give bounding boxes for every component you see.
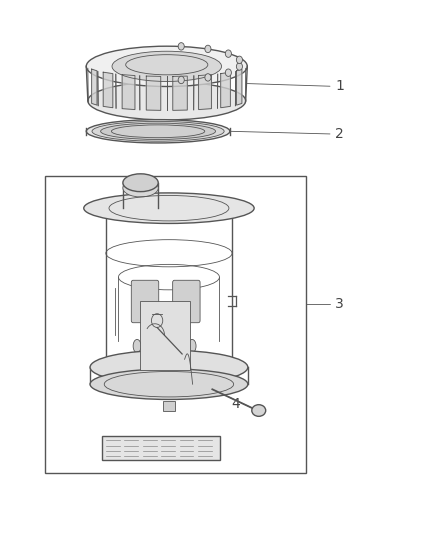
Ellipse shape — [112, 51, 222, 82]
Polygon shape — [173, 76, 187, 110]
Circle shape — [237, 63, 243, 70]
Circle shape — [225, 69, 231, 76]
Polygon shape — [122, 75, 135, 110]
Circle shape — [178, 76, 184, 84]
Text: 3: 3 — [335, 297, 344, 311]
Circle shape — [178, 43, 184, 50]
Circle shape — [205, 45, 211, 53]
Text: 4: 4 — [231, 398, 240, 411]
Ellipse shape — [252, 405, 266, 416]
Polygon shape — [237, 69, 242, 105]
Ellipse shape — [90, 369, 248, 399]
Bar — [45, 176, 306, 473]
Ellipse shape — [111, 125, 205, 138]
Circle shape — [237, 56, 243, 63]
Bar — [102, 436, 220, 460]
Ellipse shape — [188, 340, 196, 353]
Circle shape — [225, 50, 231, 58]
Bar — [140, 301, 190, 370]
Polygon shape — [146, 76, 161, 110]
FancyBboxPatch shape — [173, 280, 200, 322]
Ellipse shape — [106, 350, 232, 384]
Ellipse shape — [84, 193, 254, 223]
Ellipse shape — [86, 119, 230, 143]
Ellipse shape — [90, 350, 248, 384]
Ellipse shape — [123, 174, 158, 192]
Ellipse shape — [86, 46, 247, 86]
Ellipse shape — [123, 179, 158, 197]
Circle shape — [205, 74, 211, 81]
Ellipse shape — [101, 123, 215, 140]
Bar — [163, 401, 175, 411]
Text: 2: 2 — [335, 127, 344, 141]
FancyBboxPatch shape — [131, 280, 159, 322]
Polygon shape — [103, 72, 113, 108]
Ellipse shape — [88, 82, 246, 120]
Polygon shape — [92, 69, 97, 105]
Polygon shape — [198, 75, 212, 110]
Text: 1: 1 — [335, 79, 344, 93]
Ellipse shape — [133, 340, 141, 353]
Ellipse shape — [92, 122, 224, 141]
Polygon shape — [221, 72, 230, 108]
